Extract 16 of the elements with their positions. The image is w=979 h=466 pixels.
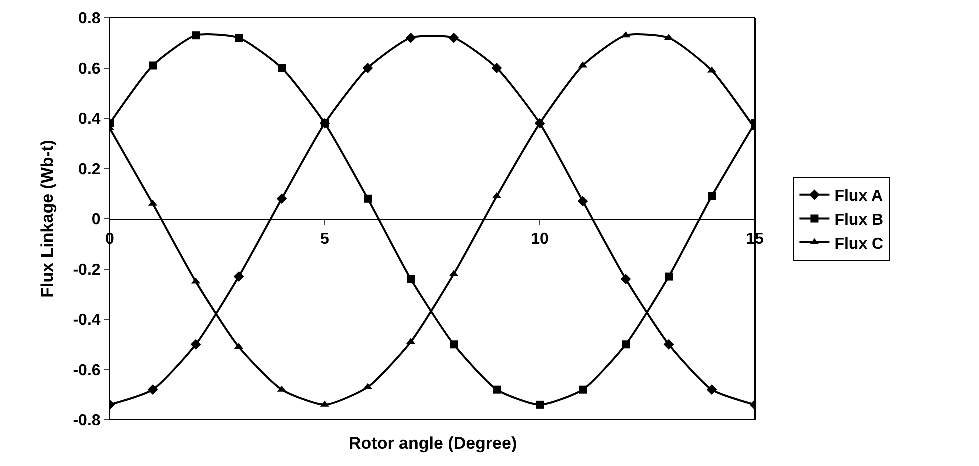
y-tick-label: 0.4 <box>78 111 101 128</box>
y-tick-label: -0.6 <box>73 362 101 380</box>
x-axis-title: Rotor angle (Degree) <box>349 434 518 453</box>
legend-label: Flux C <box>834 236 884 253</box>
y-tick-label: -0.2 <box>73 262 101 279</box>
legend-label: Flux B <box>834 212 884 229</box>
legend-label: Flux A <box>834 188 884 206</box>
x-tick-label: 5 <box>320 231 330 248</box>
x-tick-label: 10 <box>531 231 549 248</box>
y-tick-label: 0.8 <box>78 10 101 28</box>
y-tick-label: -0.4 <box>73 312 101 330</box>
y-tick-label: -0.8 <box>73 412 101 430</box>
y-tick-label: 0.2 <box>78 161 101 178</box>
y-axis-title: Flux Linkage (Wb-t) <box>38 140 57 298</box>
y-tick-label: 0 <box>92 212 101 229</box>
y-tick-label: 0.6 <box>78 60 101 78</box>
